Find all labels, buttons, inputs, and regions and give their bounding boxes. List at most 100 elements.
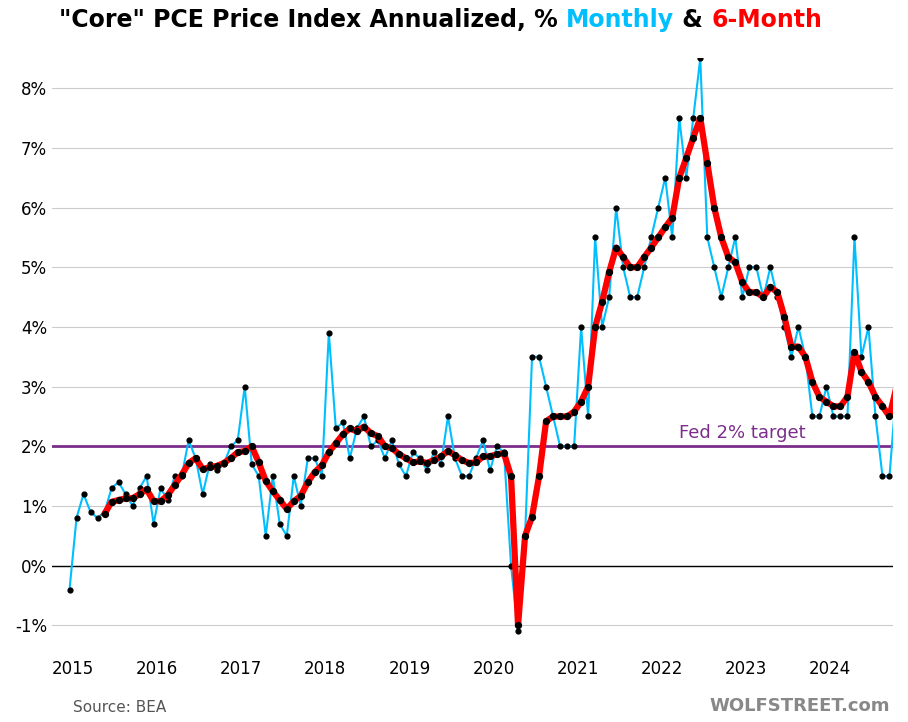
Point: [854, 366, 869, 378]
Point: [791, 341, 805, 352]
Point: [742, 287, 756, 298]
Point: [798, 351, 813, 362]
Point: [370, 435, 385, 446]
Point: [497, 446, 511, 458]
Point: [391, 458, 406, 470]
Point: [538, 415, 553, 427]
Point: [357, 411, 371, 422]
Point: [223, 440, 238, 452]
Point: [427, 454, 441, 466]
Point: [714, 291, 728, 303]
Point: [350, 422, 364, 434]
Point: [476, 435, 490, 446]
Point: [875, 401, 890, 412]
Point: [363, 440, 378, 452]
Point: [125, 500, 140, 512]
Point: [139, 471, 153, 482]
Point: [574, 321, 588, 333]
Point: [419, 457, 434, 469]
Point: [511, 619, 526, 631]
Point: [518, 530, 532, 542]
Point: [686, 132, 701, 144]
Point: [560, 440, 575, 452]
Point: [623, 291, 637, 303]
Point: [665, 212, 679, 224]
Point: [560, 411, 575, 422]
Point: [448, 453, 462, 464]
Point: [174, 471, 189, 482]
Point: [272, 518, 287, 530]
Point: [770, 287, 785, 298]
Point: [707, 261, 722, 273]
Point: [518, 530, 532, 542]
Point: [785, 341, 799, 352]
Point: [76, 488, 91, 500]
Point: [406, 446, 420, 458]
Point: [847, 232, 862, 243]
Point: [161, 490, 175, 501]
Point: [202, 458, 217, 470]
Point: [63, 584, 77, 596]
Point: [146, 495, 161, 507]
Point: [90, 512, 104, 523]
Point: [412, 456, 427, 467]
Point: [231, 446, 245, 458]
Point: [840, 391, 854, 403]
Point: [861, 321, 875, 333]
Point: [146, 518, 161, 530]
Point: [342, 453, 357, 464]
Point: [749, 287, 764, 298]
Point: [308, 466, 322, 478]
Point: [153, 495, 168, 507]
Point: [462, 457, 477, 469]
Point: [104, 496, 119, 508]
Point: [342, 422, 357, 434]
Point: [455, 471, 469, 482]
Point: [301, 477, 315, 488]
Point: [350, 426, 364, 438]
Point: [749, 261, 764, 273]
Point: [651, 232, 666, 243]
Point: [329, 438, 343, 449]
Point: [167, 471, 182, 482]
Point: [707, 201, 722, 213]
Point: [686, 112, 701, 123]
Point: [238, 381, 252, 393]
Point: [112, 477, 126, 488]
Point: [609, 201, 624, 213]
Point: [174, 469, 189, 481]
Point: [287, 495, 301, 507]
Point: [665, 232, 679, 243]
Text: WOLFSTREET.com: WOLFSTREET.com: [709, 697, 890, 715]
Point: [889, 381, 903, 393]
Point: [370, 430, 385, 442]
Point: [69, 512, 84, 523]
Point: [525, 511, 539, 523]
Point: [812, 411, 826, 422]
Point: [785, 351, 799, 362]
Point: [721, 251, 735, 263]
Point: [504, 560, 518, 572]
Point: [735, 291, 750, 303]
Point: [133, 488, 147, 500]
Point: [399, 453, 413, 464]
Point: [805, 376, 820, 388]
Point: [329, 422, 343, 434]
Point: [587, 321, 602, 333]
Point: [805, 411, 820, 422]
Point: [637, 251, 651, 263]
Point: [104, 482, 119, 494]
Point: [202, 461, 217, 473]
Point: [462, 471, 477, 482]
Point: [546, 411, 560, 422]
Point: [595, 321, 609, 333]
Point: [469, 453, 483, 464]
Point: [216, 457, 231, 469]
Point: [97, 508, 112, 520]
Point: [861, 376, 875, 388]
Point: [798, 351, 813, 362]
Point: [679, 152, 694, 164]
Point: [840, 411, 854, 422]
Point: [511, 625, 526, 637]
Point: [616, 261, 630, 273]
